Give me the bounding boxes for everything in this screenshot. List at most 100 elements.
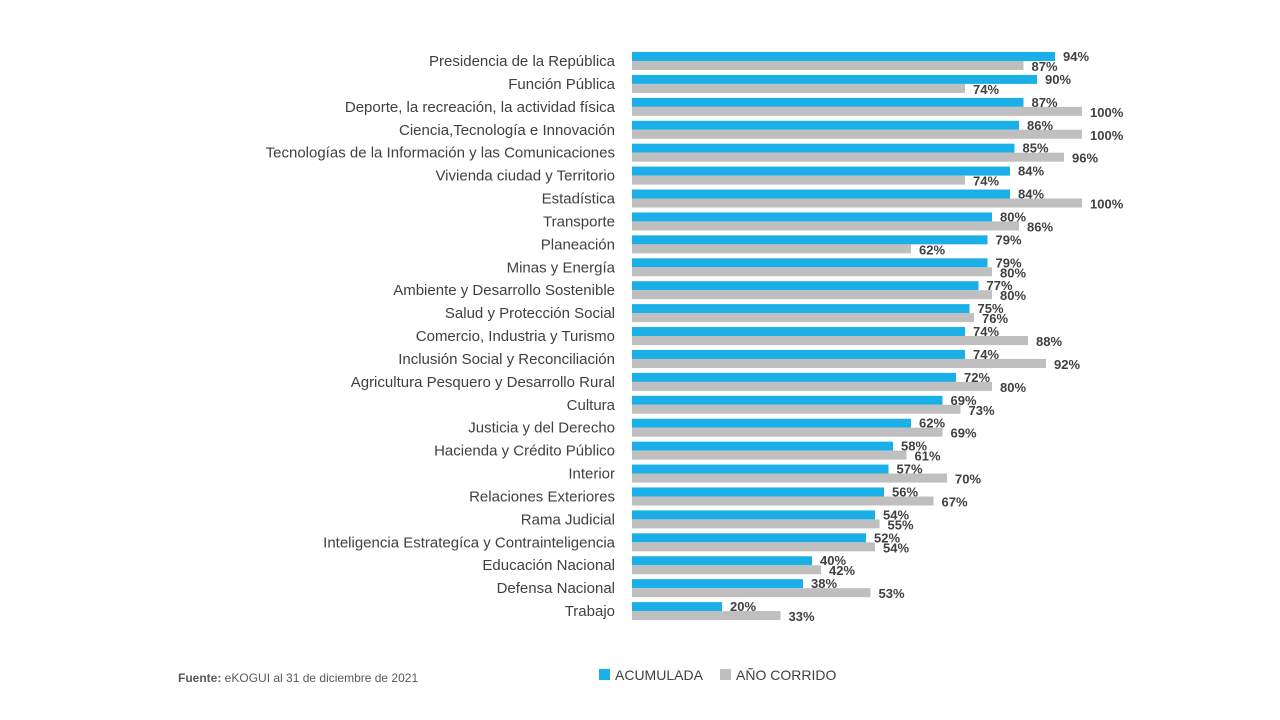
category-label-ciencia-tecnologia-e-innovacion: Ciencia,Tecnología e Innovación: [399, 122, 615, 139]
value-label-acumulada-planeacion: 79%: [996, 232, 1022, 247]
category-label-educacion-nacional: Educación Nacional: [482, 557, 615, 574]
value-label-acumulada-ambiente-y-desarrollo-sostenible: 77%: [987, 278, 1013, 293]
legend: ACUMULADA AÑO CORRIDO: [599, 667, 836, 683]
value-label-ano-corrido-comercio-industria-y-turismo: 88%: [1036, 334, 1062, 349]
value-label-ano-corrido-deporte-la-recreacion-la-actividad-fisica: 100%: [1090, 105, 1124, 120]
bars-group: [632, 52, 1082, 621]
bar-ano-corrido-transporte: [632, 221, 1019, 231]
bar-ano-corrido-deporte-la-recreacion-la-actividad-fisica: [632, 106, 1082, 116]
value-label-ano-corrido-agricultura-pesquero-y-desarrollo-rural: 80%: [1000, 380, 1026, 395]
value-label-acumulada-rama-judicial: 54%: [883, 507, 909, 522]
bar-ano-corrido-educacion-nacional: [632, 565, 821, 575]
bar-acumulada-inteligencia-estrategica-y-contrainteligencia: [632, 533, 866, 543]
category-label-justicia-y-del-derecho: Justicia y del Derecho: [468, 420, 615, 437]
value-label-acumulada-ciencia-tecnologia-e-innovacion: 86%: [1027, 118, 1053, 133]
bar-ano-corrido-funcion-publica: [632, 83, 965, 93]
bar-acumulada-inclusion-social-y-reconciliacion: [632, 349, 965, 359]
bar-acumulada-ciencia-tecnologia-e-innovacion: [632, 120, 1019, 130]
value-label-ano-corrido-educacion-nacional: 42%: [829, 563, 855, 578]
bar-acumulada-minas-y-energia: [632, 258, 988, 268]
value-label-acumulada-defensa-nacional: 38%: [811, 576, 837, 591]
bar-acumulada-educacion-nacional: [632, 556, 812, 566]
value-label-acumulada-vivienda-ciudad-y-territorio: 84%: [1018, 164, 1044, 179]
category-label-deporte-la-recreacion-la-actividad-fisica: Deporte, la recreación, la actividad fís…: [345, 99, 616, 116]
value-label-acumulada-deporte-la-recreacion-la-actividad-fisica: 87%: [1032, 95, 1058, 110]
bar-acumulada-vivienda-ciudad-y-territorio: [632, 166, 1010, 176]
value-label-acumulada-trabajo: 20%: [730, 599, 756, 614]
value-label-ano-corrido-tecnologias-de-la-informacion-y-las-comunicaciones: 96%: [1072, 151, 1098, 166]
bar-acumulada-planeacion: [632, 235, 988, 245]
value-label-ano-corrido-inclusion-social-y-reconciliacion: 92%: [1054, 357, 1080, 372]
bar-acumulada-ambiente-y-desarrollo-sostenible: [632, 281, 979, 291]
category-label-funcion-publica: Función Pública: [508, 76, 615, 93]
category-label-agricultura-pesquero-y-desarrollo-rural: Agricultura Pesquero y Desarrollo Rural: [351, 374, 615, 391]
bar-ano-corrido-minas-y-energia: [632, 267, 992, 277]
bar-acumulada-defensa-nacional: [632, 579, 803, 589]
category-label-presidencia-de-la-republica: Presidencia de la República: [429, 53, 616, 70]
value-label-ano-corrido-funcion-publica: 74%: [973, 82, 999, 97]
legend-swatch-ano-corrido: [720, 669, 731, 680]
bar-ano-corrido-ciencia-tecnologia-e-innovacion: [632, 129, 1082, 139]
value-label-acumulada-inclusion-social-y-reconciliacion: 74%: [973, 347, 999, 362]
bar-ano-corrido-inteligencia-estrategica-y-contrainteligencia: [632, 542, 875, 552]
bar-ano-corrido-justicia-y-del-derecho: [632, 427, 943, 437]
legend-label-acumulada: ACUMULADA: [615, 667, 704, 683]
value-label-acumulada-agricultura-pesquero-y-desarrollo-rural: 72%: [964, 370, 990, 385]
category-label-inclusion-social-y-reconciliacion: Inclusión Social y Reconciliación: [398, 351, 615, 368]
value-label-ano-corrido-inteligencia-estrategica-y-contrainteligencia: 54%: [883, 540, 909, 555]
bar-acumulada-deporte-la-recreacion-la-actividad-fisica: [632, 97, 1024, 107]
value-label-ano-corrido-transporte: 86%: [1027, 219, 1053, 234]
category-label-estadistica: Estadística: [542, 191, 616, 208]
value-label-ano-corrido-salud-y-proteccion-social: 76%: [982, 311, 1008, 326]
value-label-acumulada-hacienda-y-credito-publico: 58%: [901, 439, 927, 454]
value-label-acumulada-tecnologias-de-la-informacion-y-las-comunicaciones: 85%: [1023, 141, 1049, 156]
value-label-acumulada-inteligencia-estrategica-y-contrainteligencia: 52%: [874, 530, 900, 545]
value-label-ano-corrido-vivienda-ciudad-y-territorio: 74%: [973, 174, 999, 189]
bar-acumulada-transporte: [632, 212, 992, 222]
category-label-defensa-nacional: Defensa Nacional: [497, 580, 615, 597]
bar-ano-corrido-hacienda-y-credito-publico: [632, 450, 907, 460]
category-label-trabajo: Trabajo: [565, 603, 615, 620]
value-label-ano-corrido-ciencia-tecnologia-e-innovacion: 100%: [1090, 128, 1124, 143]
bar-ano-corrido-tecnologias-de-la-informacion-y-las-comunicaciones: [632, 152, 1064, 162]
bar-ano-corrido-cultura: [632, 404, 961, 414]
category-label-tecnologias-de-la-informacion-y-las-comunicaciones: Tecnologías de la Información y las Comu…: [266, 145, 615, 162]
bar-acumulada-trabajo: [632, 602, 722, 612]
value-label-ano-corrido-presidencia-de-la-republica: 87%: [1032, 59, 1058, 74]
value-label-acumulada-interior: 57%: [897, 462, 923, 477]
bar-acumulada-tecnologias-de-la-informacion-y-las-comunicaciones: [632, 143, 1015, 153]
bar-ano-corrido-ambiente-y-desarrollo-sostenible: [632, 290, 992, 300]
value-label-ano-corrido-interior: 70%: [955, 472, 981, 487]
category-label-planeacion: Planeación: [541, 236, 615, 253]
value-label-acumulada-comercio-industria-y-turismo: 74%: [973, 324, 999, 339]
source-text: eKOGUI al 31 de diciembre de 2021: [221, 671, 418, 685]
bar-ano-corrido-planeacion: [632, 244, 911, 254]
value-label-acumulada-minas-y-energia: 79%: [996, 255, 1022, 270]
legend-label-ano-corrido: AÑO CORRIDO: [736, 667, 836, 683]
legend-swatch-acumulada: [599, 669, 610, 680]
category-label-ambiente-y-desarrollo-sostenible: Ambiente y Desarrollo Sostenible: [393, 282, 615, 299]
value-label-ano-corrido-minas-y-energia: 80%: [1000, 265, 1026, 280]
bar-ano-corrido-comercio-industria-y-turismo: [632, 336, 1028, 346]
bar-acumulada-agricultura-pesquero-y-desarrollo-rural: [632, 372, 956, 382]
value-label-acumulada-educacion-nacional: 40%: [820, 553, 846, 568]
category-label-interior: Interior: [568, 466, 615, 483]
category-label-hacienda-y-credito-publico: Hacienda y Crédito Público: [434, 443, 615, 460]
value-label-acumulada-transporte: 80%: [1000, 209, 1026, 224]
source-label: Fuente:: [178, 671, 221, 685]
source-note: Fuente: eKOGUI al 31 de diciembre de 202…: [178, 671, 418, 685]
bar-acumulada-comercio-industria-y-turismo: [632, 327, 965, 337]
category-labels: Presidencia de la República Función Públi…: [266, 53, 616, 620]
value-label-ano-corrido-defensa-nacional: 53%: [879, 586, 905, 601]
value-label-acumulada-relaciones-exteriores: 56%: [892, 484, 918, 499]
bar-ano-corrido-interior: [632, 473, 947, 483]
value-labels: 94%87%90%74%87%100%86%100%85%96%84%74%84…: [730, 49, 1124, 624]
value-label-acumulada-cultura: 69%: [951, 393, 977, 408]
category-label-inteligencia-estrategica-y-contrainteligencia: Inteligencia Estrategíca y Contraintelig…: [323, 534, 615, 551]
category-label-relaciones-exteriores: Relaciones Exteriores: [469, 488, 615, 505]
value-label-ano-corrido-hacienda-y-credito-publico: 61%: [915, 449, 941, 464]
value-label-ano-corrido-ambiente-y-desarrollo-sostenible: 80%: [1000, 288, 1026, 303]
bar-ano-corrido-estadistica: [632, 198, 1082, 208]
value-label-acumulada-funcion-publica: 90%: [1045, 72, 1071, 87]
